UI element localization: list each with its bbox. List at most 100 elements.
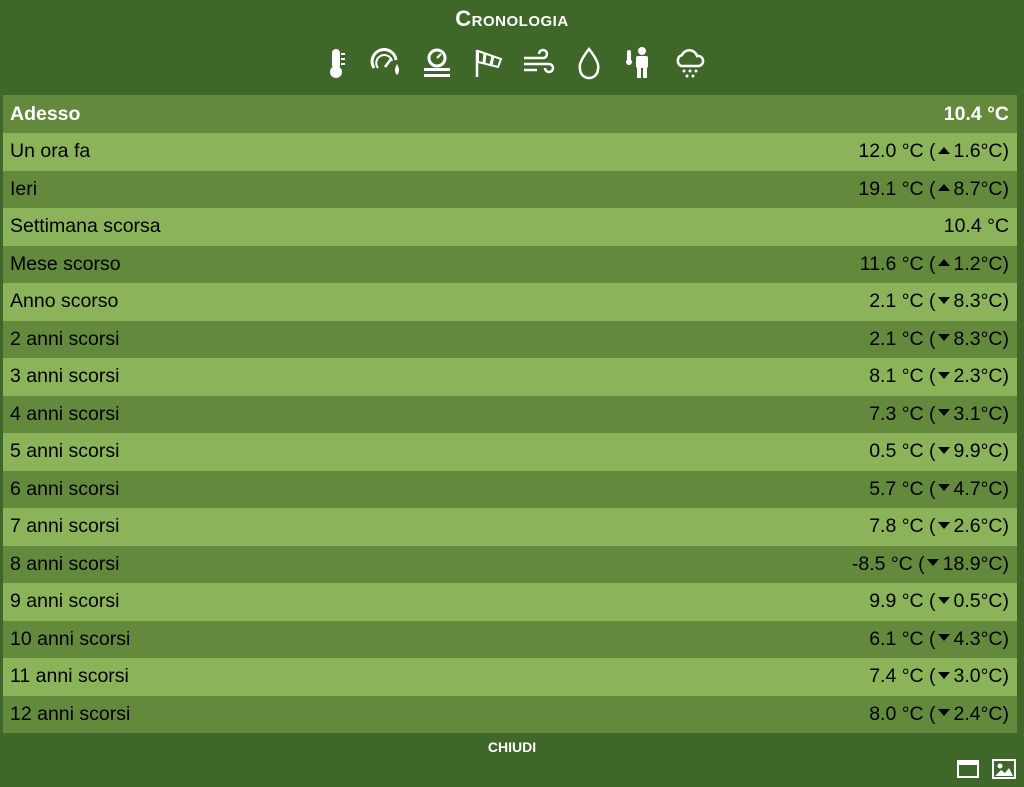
row-label: 7 anni scorsi <box>10 515 120 538</box>
pressure-icon[interactable] <box>419 42 455 84</box>
delta-value: 9.9°C) <box>953 440 1009 463</box>
table-row: 5 anni scorsi 0.5 °C ( 9.9°C) <box>3 433 1017 471</box>
row-label: 6 anni scorsi <box>10 477 120 500</box>
table-row: Settimana scorsa 10.4 °C <box>3 208 1017 246</box>
row-value: 8.0 °C ( 2.4°C) <box>869 703 1009 726</box>
delta-value: 3.1°C) <box>953 402 1009 425</box>
bottom-toolbar <box>956 758 1016 785</box>
table-row: Ieri 19.1 °C ( 8.7°C) <box>3 170 1017 208</box>
row-value: 7.8 °C ( 2.6°C) <box>869 515 1009 538</box>
table-row: Mese scorso 11.6 °C ( 1.2°C) <box>3 245 1017 283</box>
temperature-value: 8.1 °C ( <box>869 365 936 388</box>
temperature-value: 11.6 °C ( <box>859 252 936 275</box>
delta-value: 1.2°C) <box>953 252 1009 275</box>
table-row: 9 anni scorsi 9.9 °C ( 0.5°C) <box>3 583 1017 621</box>
row-label: Ieri <box>10 177 38 200</box>
temperature-value: 7.4 °C ( <box>869 665 936 688</box>
triangle-up-icon <box>937 259 950 267</box>
triangle-up-icon <box>937 146 950 154</box>
row-label: Un ora fa <box>10 140 91 163</box>
triangle-down-icon <box>937 709 950 717</box>
triangle-up-icon <box>937 184 950 192</box>
row-value: 19.1 °C ( 8.7°C) <box>858 178 1009 201</box>
temperature-value: 0.5 °C ( <box>869 440 936 463</box>
delta-value: 2.3°C) <box>953 365 1009 388</box>
row-value: 9.9 °C ( 0.5°C) <box>869 590 1009 613</box>
table-header-row: Adesso 10.4 °C <box>3 95 1017 133</box>
triangle-down-icon <box>937 521 950 529</box>
table-row: 2 anni scorsi 2.1 °C ( 8.3°C) <box>3 320 1017 358</box>
temperature-value: 2.1 °C ( <box>869 327 936 350</box>
row-label: 3 anni scorsi <box>10 365 120 388</box>
delta-value: 8.3°C) <box>953 290 1009 313</box>
table-row: 6 anni scorsi 5.7 °C ( 4.7°C) <box>3 470 1017 508</box>
table-row: 12 anni scorsi 8.0 °C ( 2.4°C) <box>3 695 1017 733</box>
row-value: 11.6 °C ( 1.2°C) <box>860 253 1009 276</box>
row-value: 5.7 °C ( 4.7°C) <box>869 478 1009 501</box>
window-icon[interactable] <box>956 758 980 785</box>
row-label: 9 anni scorsi <box>10 590 120 613</box>
triangle-down-icon <box>937 446 950 454</box>
windsock-icon[interactable] <box>470 42 506 84</box>
row-label: Mese scorso <box>10 252 121 275</box>
row-label: Anno scorso <box>10 290 119 313</box>
temperature-value: 7.8 °C ( <box>869 515 936 538</box>
close-button[interactable]: CHIUDI <box>487 739 537 755</box>
current-value: 10.4 °C <box>943 102 1009 125</box>
humidity-drop-icon[interactable] <box>571 42 607 84</box>
table-row: 4 anni scorsi 7.3 °C ( 3.1°C) <box>3 395 1017 433</box>
temperature-value: 7.3 °C ( <box>869 402 936 425</box>
row-label: 11 anni scorsi <box>10 665 129 688</box>
row-value: 7.3 °C ( 3.1°C) <box>869 403 1009 426</box>
delta-value: 2.4°C) <box>953 702 1009 725</box>
row-value: 0.5 °C ( 9.9°C) <box>869 440 1009 463</box>
triangle-down-icon <box>937 371 950 379</box>
row-label: 4 anni scorsi <box>10 402 120 425</box>
triangle-down-icon <box>937 334 950 342</box>
wind-icon[interactable] <box>520 42 556 84</box>
delta-value: 4.7°C) <box>953 477 1009 500</box>
row-label: 10 anni scorsi <box>10 627 131 650</box>
delta-value: 0.5°C) <box>953 590 1009 613</box>
delta-value: 8.7°C) <box>953 177 1009 200</box>
temperature-value: 2.1 °C ( <box>869 290 936 313</box>
triangle-down-icon <box>937 484 950 492</box>
history-table: Adesso 10.4 °C Un ora fa 12.0 °C (1.6°C) I… <box>3 95 1017 733</box>
table-row: 11 anni scorsi 7.4 °C ( 3.0°C) <box>3 658 1017 696</box>
triangle-down-icon <box>937 596 950 604</box>
rain-cloud-icon[interactable] <box>672 42 708 84</box>
temperature-value: 19.1 °C ( <box>858 177 936 200</box>
table-row: Un ora fa 12.0 °C (1.6°C) <box>3 133 1017 171</box>
row-label: 5 anni scorsi <box>10 440 120 463</box>
dialog-title: Cronologia <box>455 6 569 31</box>
triangle-down-icon <box>937 671 950 679</box>
table-row: Anno scorso 2.1 °C ( 8.3°C) <box>3 283 1017 321</box>
table-row: 3 anni scorsi 8.1 °C ( 2.3°C) <box>3 358 1017 396</box>
row-label: 12 anni scorsi <box>10 702 131 725</box>
temperature-value: 6.1 °C ( <box>869 627 936 650</box>
dewpoint-gauge-icon[interactable] <box>369 42 405 84</box>
row-value: 2.1 °C ( 8.3°C) <box>869 328 1009 351</box>
temperature-value: 9.9 °C ( <box>869 590 936 613</box>
delta-value: 3.0°C) <box>953 665 1009 688</box>
delta-value: 4.3°C) <box>953 627 1009 650</box>
temperature-value: 5.7 °C ( <box>869 477 936 500</box>
temperature-value: 8.0 °C ( <box>869 702 936 725</box>
delta-value: 8.3°C) <box>953 327 1009 350</box>
metric-icon-bar <box>318 42 708 84</box>
row-value: 7.4 °C ( 3.0°C) <box>869 665 1009 688</box>
table-row: 7 anni scorsi 7.8 °C ( 2.6°C) <box>3 508 1017 546</box>
triangle-down-icon <box>926 559 939 567</box>
row-value: 6.1 °C ( 4.3°C) <box>869 628 1009 651</box>
delta-value: 2.6°C) <box>953 515 1009 538</box>
feels-like-icon[interactable] <box>621 42 657 84</box>
table-row: 8 anni scorsi -8.5 °C (18.9°C) <box>3 545 1017 583</box>
row-label: 2 anni scorsi <box>10 327 120 350</box>
triangle-down-icon <box>937 296 950 304</box>
image-icon[interactable] <box>992 758 1016 785</box>
row-label: Settimana scorsa <box>10 215 161 238</box>
temperature-value: 10.4 °C <box>943 215 1009 238</box>
triangle-down-icon <box>937 634 950 642</box>
thermometer-icon[interactable] <box>318 42 354 84</box>
